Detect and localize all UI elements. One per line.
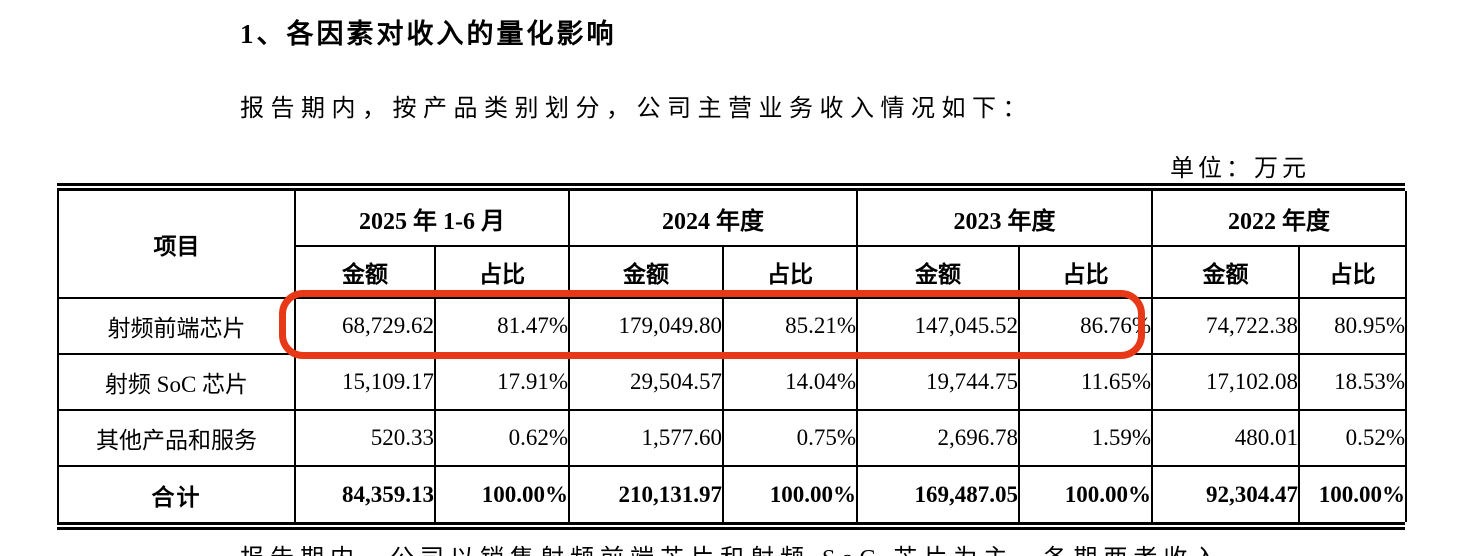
cell-ratio: 0.75%	[722, 409, 858, 467]
table-row-total: 合计 84,359.13 100.00% 210,131.97 100.00% …	[57, 465, 1407, 522]
cell-ratio: 100.00%	[1018, 465, 1153, 522]
subheader-ratio: 占比	[722, 245, 858, 299]
cell-ratio: 100.00%	[434, 465, 570, 522]
subheader-amount: 金额	[1151, 245, 1300, 299]
cell-ratio: 11.65%	[1018, 353, 1153, 411]
cell-amount: 19,744.75	[856, 353, 1020, 411]
cell-ratio: 0.62%	[434, 409, 570, 467]
cell-amount: 169,487.05	[856, 465, 1020, 522]
header-row-periods: 项目 2025 年 1-6 月 2024 年度 2023 年度 2022 年度	[57, 191, 1407, 299]
cell-ratio: 86.76%	[1018, 297, 1153, 355]
cell-amount: 17,102.08	[1151, 353, 1300, 411]
row-label: 其他产品和服务	[57, 409, 296, 467]
intro-paragraph: 报告期内，按产品类别划分，公司主营业务收入情况如下：	[240, 96, 1033, 122]
unit-label: 单位：万元	[1170, 156, 1310, 182]
cell-amount: 84,359.13	[294, 465, 436, 522]
row-label: 射频前端芯片	[57, 297, 296, 355]
cell-ratio: 14.04%	[722, 353, 858, 411]
cell-amount: 92,304.47	[1151, 465, 1300, 522]
table-row-other-products: 其他产品和服务 520.33 0.62% 1,577.60 0.75% 2,69…	[57, 409, 1407, 467]
cell-ratio: 0.52%	[1298, 409, 1407, 467]
cell-ratio: 80.95%	[1298, 297, 1407, 355]
column-header-2022: 2022 年度	[1151, 191, 1407, 247]
subheader-amount: 金额	[568, 245, 724, 299]
cell-ratio: 85.21%	[722, 297, 858, 355]
section-title: 1、各因素对收入的量化影响	[240, 19, 617, 49]
column-header-2023: 2023 年度	[856, 191, 1153, 247]
subheader-ratio: 占比	[434, 245, 570, 299]
subheader-amount: 金额	[294, 245, 436, 299]
cell-ratio: 1.59%	[1018, 409, 1153, 467]
cell-amount: 210,131.97	[568, 465, 724, 522]
cell-amount: 74,722.38	[1151, 297, 1300, 355]
column-header-item: 项目	[57, 191, 296, 299]
column-header-2024: 2024 年度	[568, 191, 858, 247]
cell-amount: 15,109.17	[294, 353, 436, 411]
cell-amount: 147,045.52	[856, 297, 1020, 355]
cell-amount: 520.33	[294, 409, 436, 467]
revenue-table-frame: 项目 2025 年 1-6 月 2024 年度 2023 年度 2022 年度 …	[57, 183, 1407, 530]
cell-ratio: 18.53%	[1298, 353, 1407, 411]
cell-amount: 1,577.60	[568, 409, 724, 467]
revenue-table: 项目 2025 年 1-6 月 2024 年度 2023 年度 2022 年度 …	[57, 191, 1407, 522]
cell-ratio: 100.00%	[1298, 465, 1407, 522]
cell-amount: 179,049.80	[568, 297, 724, 355]
subheader-ratio: 占比	[1298, 245, 1407, 299]
cell-ratio: 100.00%	[722, 465, 858, 522]
cell-amount: 68,729.62	[294, 297, 436, 355]
table-row-rf-soc: 射频 SoC 芯片 15,109.17 17.91% 29,504.57 14.…	[57, 353, 1407, 411]
cell-amount: 480.01	[1151, 409, 1300, 467]
cell-amount: 29,504.57	[568, 353, 724, 411]
row-label: 射频 SoC 芯片	[57, 353, 296, 411]
footer-partial-text: 报告期内，公司以销售射频前端芯片和射频 SoC 芯片为主，各期两者收入	[240, 538, 1223, 556]
column-header-2025h1: 2025 年 1-6 月	[294, 191, 570, 247]
cell-amount: 2,696.78	[856, 409, 1020, 467]
cell-ratio: 81.47%	[434, 297, 570, 355]
cell-ratio: 17.91%	[434, 353, 570, 411]
table-row-rf-frontend: 射频前端芯片 68,729.62 81.47% 179,049.80 85.21…	[57, 297, 1407, 355]
subheader-amount: 金额	[856, 245, 1020, 299]
subheader-ratio: 占比	[1018, 245, 1153, 299]
row-label: 合计	[57, 465, 296, 522]
